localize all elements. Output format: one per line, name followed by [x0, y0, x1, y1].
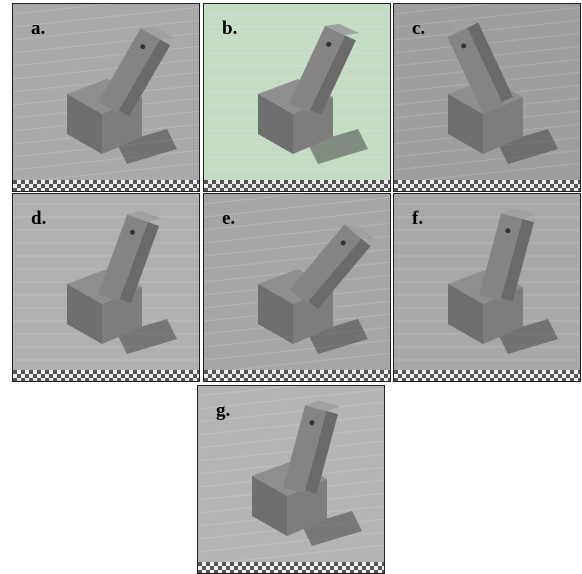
photo-panel: b. [203, 3, 391, 192]
photo-panel: c. [393, 3, 581, 192]
checker-strip [394, 180, 581, 192]
checker-strip [204, 180, 391, 192]
panel-label: a. [31, 18, 45, 40]
photo-panel: g. [197, 385, 385, 574]
checker-strip [204, 370, 391, 382]
panel-label: e. [222, 208, 235, 230]
checker-strip [198, 562, 385, 574]
photo-panel: a. [12, 3, 200, 192]
photo-panel: d. [12, 193, 200, 382]
panel-label: d. [31, 208, 46, 230]
photo-panel: f. [393, 193, 581, 382]
figure: a. b. c. d. e. f. g. [0, 0, 582, 574]
panel-label: c. [412, 18, 425, 40]
checker-strip [13, 180, 200, 192]
panel-label: f. [412, 208, 423, 230]
photo-panel: e. [203, 193, 391, 382]
panel-label: g. [216, 400, 230, 422]
checker-strip [394, 370, 581, 382]
checker-strip [13, 370, 200, 382]
panel-label: b. [222, 18, 237, 40]
